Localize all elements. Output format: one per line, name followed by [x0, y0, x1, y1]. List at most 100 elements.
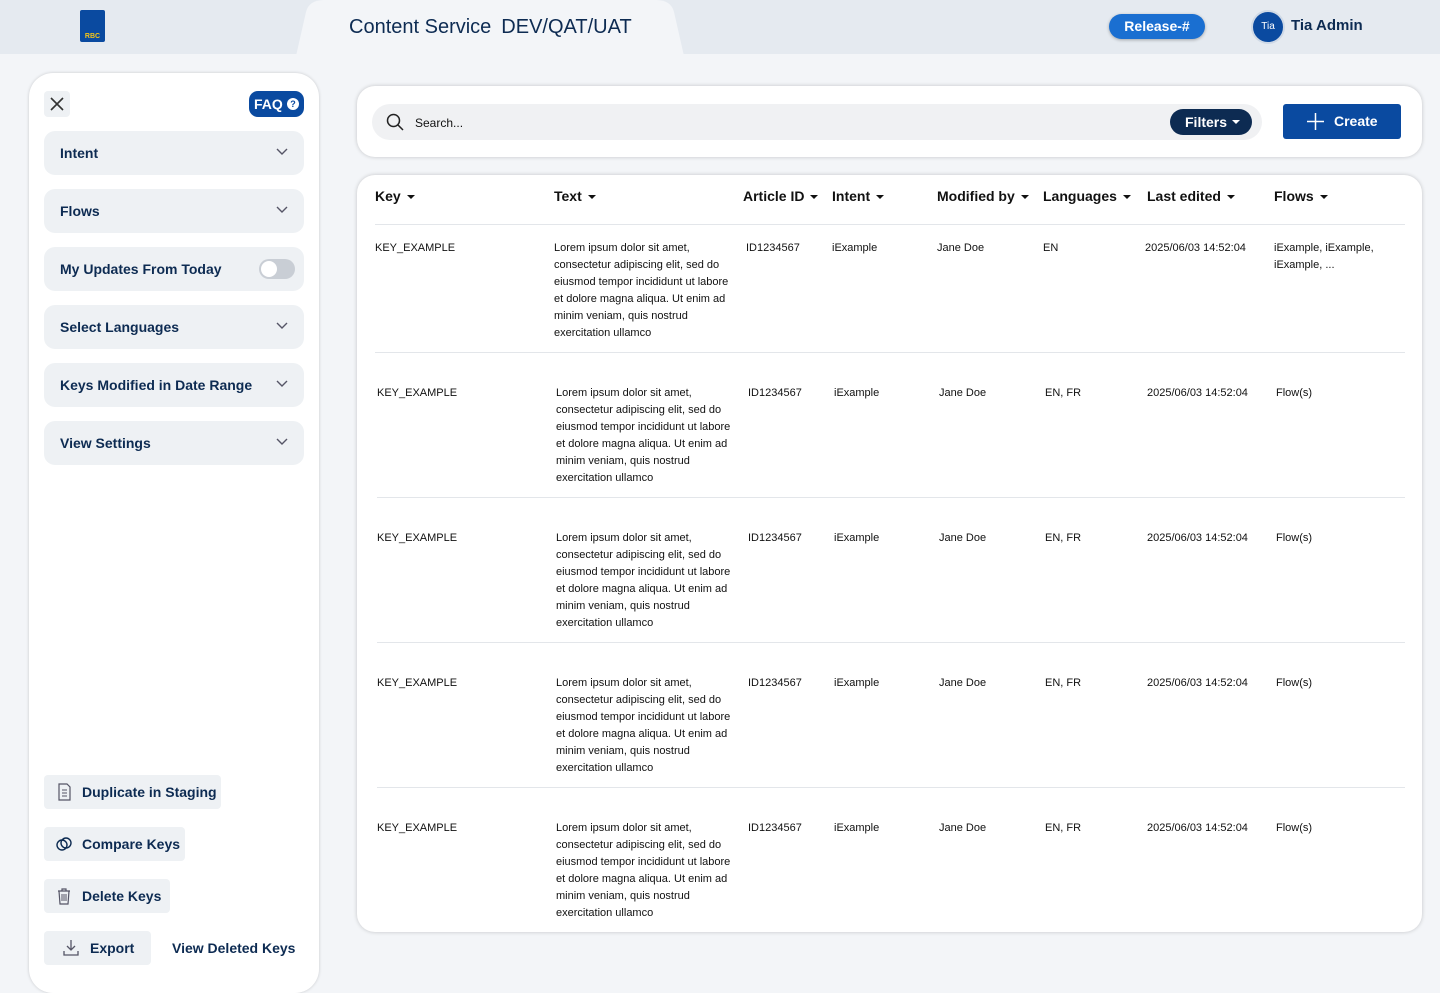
search-placeholder: Search... — [415, 116, 464, 130]
table-cell: iExample, iExample, iExample, ... — [1274, 242, 1374, 271]
column-header[interactable]: Modified by — [937, 188, 1029, 204]
column-header[interactable]: Languages — [1043, 188, 1131, 204]
action-button[interactable]: Export — [44, 931, 151, 965]
table-cell: ID1234567 — [748, 677, 802, 689]
page: {"header": {"logo": "RBC", "title": "Con… — [0, 0, 1440, 960]
action-label: Compare Keys — [82, 836, 181, 852]
row-rule — [375, 352, 1405, 353]
row-rule — [377, 787, 1405, 788]
table-cell: Lorem ipsum dolor sit amet, consectetur … — [556, 677, 731, 774]
filters-button[interactable]: Filters — [1170, 109, 1252, 135]
action-icon — [63, 940, 79, 956]
logo[interactable]: RBC — [80, 10, 105, 42]
filter-label: Select Languages — [60, 319, 180, 335]
action-button[interactable]: Duplicate in Staging — [44, 775, 221, 809]
toggle[interactable] — [258, 258, 296, 280]
column-header[interactable]: Last edited — [1147, 188, 1235, 204]
action-label: Duplicate in Staging — [82, 784, 217, 800]
plus-icon — [1307, 113, 1324, 130]
filter-item[interactable]: Intent — [44, 131, 304, 175]
action-label: Delete Keys — [82, 888, 162, 904]
action-icon — [58, 888, 70, 905]
table-cell: KEY_EXAMPLE — [377, 677, 458, 689]
header-rule — [375, 224, 1405, 225]
faq-label: FAQ — [254, 96, 283, 112]
table-cell: EN, FR — [1045, 387, 1082, 399]
action-icon — [56, 837, 72, 851]
table-cell: EN, FR — [1045, 532, 1082, 544]
table-cell: 2025/06/03 14:52:04 — [1147, 387, 1248, 399]
chevron — [276, 322, 288, 329]
column-header[interactable]: Flows — [1274, 188, 1328, 204]
top-bar — [0, 0, 1440, 54]
table-cell: EN, FR — [1045, 822, 1082, 834]
filter-item[interactable]: Select Languages — [44, 305, 304, 349]
table-cell: EN, FR — [1045, 677, 1082, 689]
column-header[interactable]: Text — [554, 188, 596, 204]
title: Content Service — [349, 16, 492, 38]
action-button[interactable]: Delete Keys — [44, 879, 170, 913]
title-tab — [296, 0, 684, 56]
table-cell: iExample — [834, 822, 880, 834]
action-label: Export — [90, 940, 135, 956]
table-cell: Flow(s) — [1276, 387, 1313, 399]
chevron — [276, 206, 288, 213]
table-cell: Flow(s) — [1276, 532, 1313, 544]
table-cell: ID1234567 — [748, 822, 802, 834]
table-cell: 2025/06/03 14:52:04 — [1147, 822, 1248, 834]
table-card — [357, 175, 1422, 932]
chevron — [276, 438, 288, 445]
caret — [1232, 120, 1240, 124]
table-cell: iExample — [834, 387, 880, 399]
table-cell: Lorem ipsum dolor sit amet, consectetur … — [556, 387, 731, 484]
filters-label: Filters — [1185, 114, 1228, 130]
column-header[interactable]: Article ID — [743, 188, 818, 204]
avatar[interactable]: Tia — [1251, 10, 1285, 44]
table-cell: Flow(s) — [1276, 822, 1313, 834]
create-button[interactable]: Create — [1283, 104, 1401, 139]
table-cell: KEY_EXAMPLE — [377, 822, 458, 834]
table-cell: EN — [1043, 242, 1059, 254]
filter-label: Intent — [60, 145, 99, 161]
table-cell: 2025/06/03 14:52:04 — [1147, 677, 1248, 689]
table-cell: iExample — [834, 532, 880, 544]
table-cell: Jane Doe — [937, 242, 985, 254]
table-cell: iExample — [832, 242, 878, 254]
action-button[interactable]: Compare Keys — [44, 827, 185, 861]
table-cell: iExample — [834, 677, 880, 689]
column-header[interactable]: Intent — [832, 188, 884, 204]
row-rule — [377, 497, 1405, 498]
table-cell: ID1234567 — [748, 532, 802, 544]
table-cell: Jane Doe — [939, 532, 987, 544]
table-cell: Lorem ipsum dolor sit amet, consectetur … — [556, 822, 731, 919]
table-cell: Jane Doe — [939, 822, 987, 834]
chevron — [276, 148, 288, 155]
close-button[interactable] — [44, 91, 70, 117]
faq-button[interactable]: FAQ? — [249, 91, 304, 117]
table-cell: KEY_EXAMPLE — [375, 242, 456, 254]
filter-label: View Settings — [60, 435, 151, 451]
table-cell: Jane Doe — [939, 677, 987, 689]
search-icon — [386, 113, 404, 131]
filter-item[interactable]: My Updates From Today — [44, 247, 304, 291]
view-deleted-link[interactable]: View Deleted Keys — [172, 940, 296, 956]
filter-item[interactable]: View Settings — [44, 421, 304, 465]
filter-label: Flows — [60, 203, 100, 219]
faq-icon: ? — [287, 98, 299, 110]
table-cell: Jane Doe — [939, 387, 987, 399]
filter-item[interactable]: Flows — [44, 189, 304, 233]
app-title: Content Service DEV/QAT/UAT — [349, 16, 642, 39]
search-box[interactable] — [372, 104, 1262, 140]
table-cell: Lorem ipsum dolor sit amet, consectetur … — [554, 242, 729, 339]
filter-item[interactable]: Keys Modified in Date Range — [44, 363, 304, 407]
table-cell: ID1234567 — [748, 387, 802, 399]
create-label: Create — [1334, 113, 1378, 129]
user-name[interactable]: Tia Admin — [1291, 17, 1363, 34]
column-header[interactable]: Key — [375, 188, 415, 204]
table-cell: KEY_EXAMPLE — [377, 387, 458, 399]
filter-label: My Updates From Today — [60, 261, 222, 277]
chevron — [276, 380, 288, 387]
release-badge[interactable]: Release-# — [1109, 14, 1205, 39]
table-cell: 2025/06/03 14:52:04 — [1147, 532, 1248, 544]
close-icon — [50, 97, 64, 111]
